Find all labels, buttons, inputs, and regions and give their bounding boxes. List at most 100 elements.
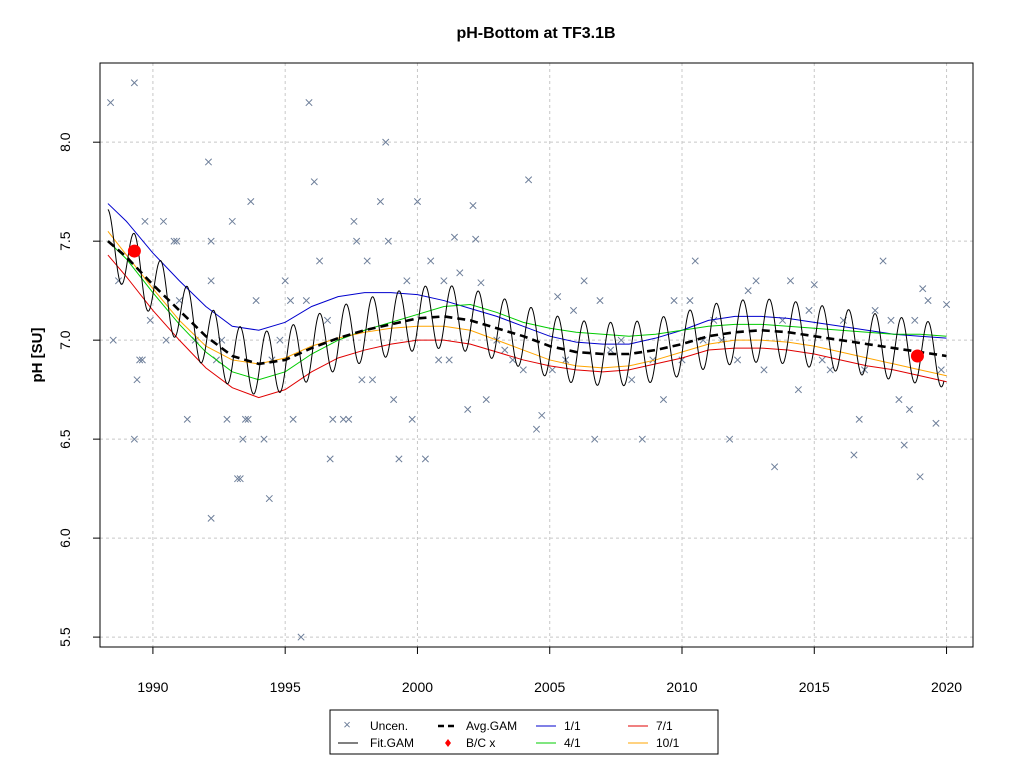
x-tick-label: 2000: [402, 679, 433, 695]
y-tick-label: 8.0: [57, 132, 73, 152]
uncensored-point: [345, 415, 353, 423]
uncensored-point: [109, 336, 117, 344]
uncensored-point: [591, 435, 599, 443]
uncensored-point: [289, 415, 297, 423]
uncensored-point: [252, 297, 260, 305]
uncensored-point: [760, 366, 768, 374]
bc-markers: [127, 244, 924, 363]
uncensored-point: [427, 257, 435, 265]
uncensored-point: [162, 336, 170, 344]
uncensored-point: [532, 425, 541, 433]
legend-7-1-label: 7/1: [656, 719, 673, 733]
uncensored-point: [850, 451, 858, 459]
uncensored-point: [159, 217, 168, 225]
uncensored-point: [141, 217, 149, 225]
uncensored-point: [241, 415, 250, 423]
uncensored-point: [924, 297, 932, 305]
bc-marker: [910, 349, 924, 363]
x-tick-label: 2010: [666, 679, 697, 695]
uncensored-point: [175, 297, 183, 305]
uncensored-point: [297, 633, 305, 641]
uncensored-point: [548, 366, 556, 374]
uncensored-point: [456, 269, 464, 277]
uncensored-point: [519, 366, 527, 374]
uncensored-point: [384, 237, 392, 245]
uncensored-point: [501, 346, 509, 354]
uncensored-point: [440, 277, 448, 285]
y-tick-label: 6.0: [57, 528, 73, 548]
uncensored-point: [223, 415, 231, 423]
uncensored-point: [617, 336, 625, 344]
uncensored-point: [281, 277, 289, 285]
uncensored-point: [358, 376, 366, 384]
uncensored-point: [569, 306, 578, 315]
series-line-s7_1: [107, 254, 947, 399]
series-line-s10_1: [107, 230, 947, 377]
uncensored-point: [408, 415, 416, 423]
uncensored-point: [228, 217, 236, 225]
uncensored-point: [130, 79, 138, 87]
y-tick-label: 6.5: [57, 429, 73, 449]
uncensored-point: [464, 405, 472, 413]
uncensored-point: [895, 395, 903, 404]
uncensored-point: [276, 336, 284, 344]
uncensored-point: [786, 277, 795, 285]
uncensored-point: [395, 455, 403, 463]
uncensored-point: [942, 300, 951, 309]
uncensored-point: [900, 441, 908, 449]
y-tick-label: 5.5: [57, 627, 73, 647]
legend: × Uncen. Fit.GAM Avg.GAM B/C x 1/1 4/1 7…: [329, 709, 719, 755]
gam-series-lines: [107, 203, 947, 399]
y-axis-label: pH [SU]: [29, 328, 46, 383]
uncensored-point: [138, 356, 146, 364]
uncensored-point: [826, 366, 834, 374]
uncensored-point: [445, 356, 453, 364]
uncensored-point: [607, 346, 615, 354]
axes-layer: 1990 1995 2000 2005 2010 2015 2020 5.5 6.0 6.5 7.0…: [57, 132, 962, 695]
uncensored-point: [659, 395, 668, 404]
uncensored-point: [691, 257, 699, 265]
uncensored-point: [937, 366, 945, 374]
uncensored-point: [382, 138, 390, 146]
uncensored-point: [236, 475, 244, 483]
uncensored-point: [726, 435, 734, 443]
uncensored-point: [482, 395, 490, 404]
uncensored-point: [310, 178, 318, 186]
legend-avggam-label: Avg.GAM: [466, 719, 517, 733]
uncensored-point: [183, 415, 191, 423]
uncensored-point: [329, 415, 337, 423]
uncensored-point: [911, 316, 919, 324]
x-tick-label: 1990: [137, 679, 168, 695]
uncensored-point: [628, 376, 636, 384]
uncensored-point: [234, 475, 242, 483]
uncensored-point: [244, 415, 252, 423]
uncensored-point: [525, 176, 533, 184]
uncensored-point: [403, 277, 411, 285]
uncensored-point: [919, 285, 927, 293]
chart-title: pH-Bottom at TF3.1B: [456, 25, 615, 42]
legend-1-1-label: 1/1: [564, 719, 581, 733]
series-line-s4_1: [107, 240, 947, 381]
uncensored-point: [538, 411, 546, 419]
uncensored-point: [855, 415, 863, 423]
uncensored-point: [173, 237, 181, 245]
uncensored-point: [818, 356, 826, 364]
legend-fitgam-label: Fit.GAM: [370, 736, 414, 750]
uncensored-point: [130, 435, 138, 443]
uncensored-point: [413, 198, 422, 206]
uncensored-point: [450, 233, 459, 241]
x-tick-label: 2015: [799, 679, 830, 695]
uncensored-point: [302, 297, 310, 305]
uncensored-point: [916, 473, 924, 481]
x-tick-label: 2005: [534, 679, 565, 695]
legend-uncen-marker: ×: [343, 717, 351, 732]
uncensored-point: [376, 198, 384, 206]
grid-layer: [100, 63, 973, 647]
uncensored-point: [353, 237, 361, 245]
uncensored-point: [107, 99, 115, 107]
uncensored-point: [363, 257, 371, 265]
uncensored-point: [596, 297, 604, 305]
uncensored-point: [204, 158, 213, 166]
